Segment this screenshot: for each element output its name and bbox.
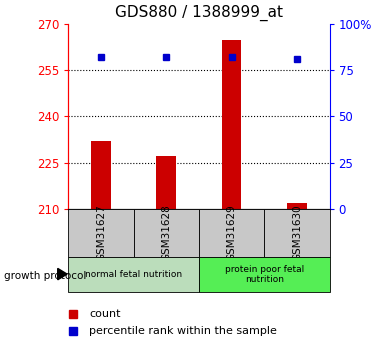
Text: GSM31628: GSM31628 [161,205,171,261]
Text: normal fetal nutrition: normal fetal nutrition [85,270,182,279]
Bar [287,203,307,209]
Text: count: count [89,309,121,319]
Text: GSM31627: GSM31627 [96,205,106,261]
Text: GSM31630: GSM31630 [292,205,302,261]
Text: GSM31629: GSM31629 [227,205,237,261]
Bar [133,209,199,257]
Bar [68,257,199,292]
Bar [199,257,330,292]
Text: growth protocol: growth protocol [4,271,86,281]
Bar [264,209,330,257]
Title: GDS880 / 1388999_at: GDS880 / 1388999_at [115,5,283,21]
Bar [91,141,111,209]
Text: protein poor fetal
nutrition: protein poor fetal nutrition [225,265,304,284]
Polygon shape [58,268,67,280]
Text: percentile rank within the sample: percentile rank within the sample [89,326,277,336]
Bar [156,156,176,209]
Bar [68,209,133,257]
Bar [222,40,241,209]
Bar [199,209,264,257]
